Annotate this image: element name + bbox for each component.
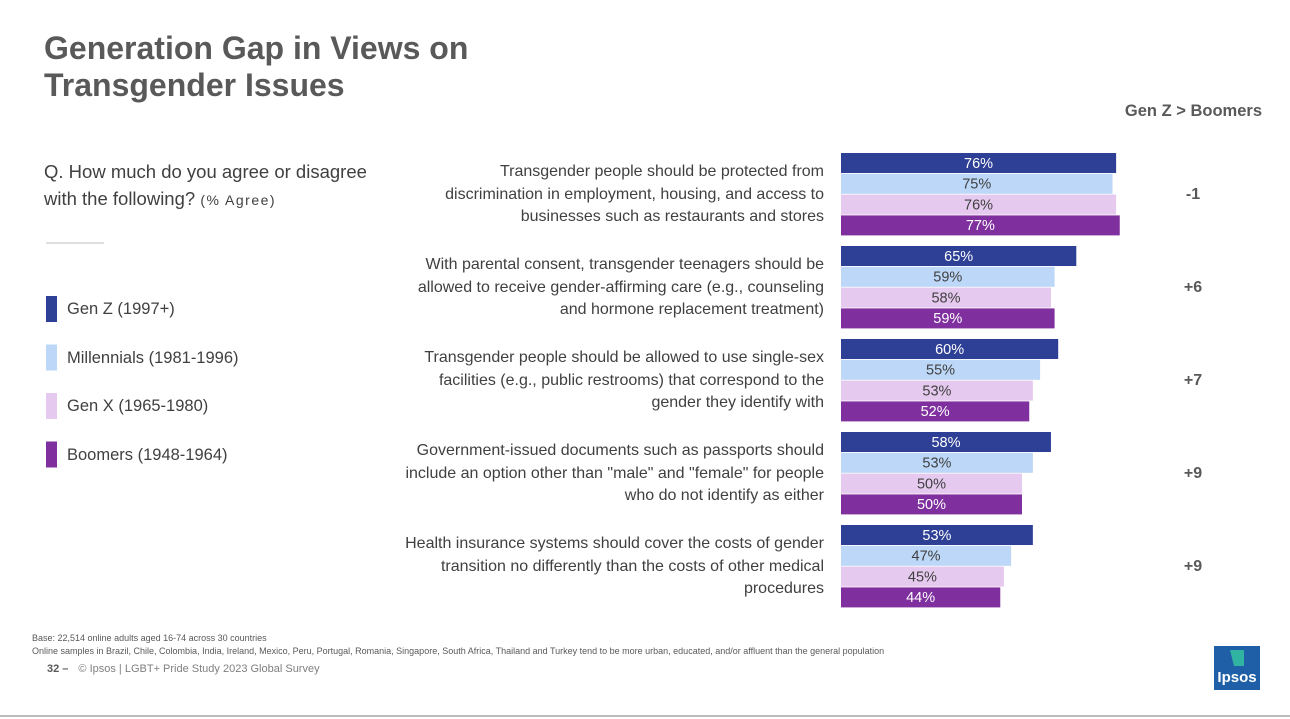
logo-shape [1230, 650, 1244, 666]
value-label: 58% [931, 435, 960, 451]
value-label: 47% [912, 549, 941, 565]
value-label: 59% [933, 270, 962, 286]
bar [841, 308, 1055, 329]
legend-swatch [46, 344, 57, 371]
value-label: 77% [966, 218, 995, 234]
bar [841, 452, 1033, 473]
bar [841, 380, 1033, 401]
value-label: 50% [917, 476, 946, 492]
bar [841, 494, 1022, 515]
gap-value: +9 [1183, 557, 1203, 575]
value-label: 44% [906, 590, 935, 606]
title: Generation Gap in Views on Transgender I… [44, 30, 469, 103]
question-note: (% Agree) [200, 192, 277, 208]
gap-header: Gen Z > Boomers [1124, 102, 1262, 120]
footer: 32 – © Ipsos | LGBT+ Pride Study 2023 Glo… [47, 663, 320, 675]
category-label: Government-issued documents such as pass… [405, 442, 824, 504]
value-label: 50% [917, 497, 946, 513]
gap-value: +6 [1183, 278, 1203, 296]
question-text: Q. How much do you agree or disagree wit… [44, 161, 367, 209]
bar [841, 359, 1041, 380]
legend-swatch [46, 296, 57, 322]
page-number: 32 – [47, 663, 69, 675]
category-label: Transgender people should be protected f… [445, 163, 824, 225]
bar [841, 473, 1022, 494]
bar [841, 215, 1120, 236]
gap-value: +7 [1183, 371, 1203, 389]
logo: Ipsos [1214, 646, 1260, 690]
bar [841, 266, 1055, 287]
value-label: 60% [935, 342, 964, 358]
value-label: 58% [931, 290, 960, 306]
question: Q. How much do you agree or disagree wit… [44, 158, 404, 214]
bar [841, 287, 1051, 308]
bar [841, 432, 1051, 452]
value-label: 53% [922, 456, 951, 472]
value-label: 76% [964, 156, 993, 172]
value-label: 55% [926, 363, 955, 379]
legend-swatch [46, 393, 57, 419]
gap-value: -1 [1185, 185, 1201, 203]
legend-label: Gen Z (1997+) [67, 300, 175, 318]
bar [841, 173, 1113, 194]
logo-text: Ipsos [1217, 669, 1256, 686]
value-label: 52% [921, 404, 950, 420]
category-label: With parental consent, transgender teena… [417, 256, 824, 318]
legend-label: Boomers (1948-1964) [67, 445, 228, 464]
category-label: Transgender people should be allowed to … [424, 349, 824, 411]
legend-label: Gen X (1965-1980) [67, 397, 209, 415]
bar [841, 401, 1030, 422]
legend-swatch [46, 441, 57, 468]
value-label: 53% [922, 383, 951, 399]
source: © Ipsos | LGBT+ Pride Study 2023 Global … [78, 663, 320, 675]
value-label: 75% [962, 177, 991, 193]
category-label: Health insurance systems should cover th… [405, 535, 824, 597]
value-label: 45% [908, 569, 937, 585]
note: Base: 22,514 online adults aged 16-74 ac… [32, 633, 267, 643]
bar [841, 566, 1004, 587]
value-label: 76% [964, 197, 993, 213]
bar [841, 525, 1033, 545]
gap-value: +9 [1183, 464, 1203, 482]
bar [841, 246, 1077, 266]
bar [841, 545, 1012, 566]
bar [841, 587, 1001, 608]
bar [841, 153, 1117, 173]
bar [841, 194, 1117, 215]
legend-label: Millennials (1981-1996) [67, 348, 239, 367]
bar [841, 339, 1059, 359]
value-label: 65% [944, 249, 973, 265]
note: Online samples in Brazil, Chile, Colombi… [32, 646, 885, 656]
value-label: 59% [933, 311, 962, 327]
value-label: 53% [922, 528, 951, 544]
